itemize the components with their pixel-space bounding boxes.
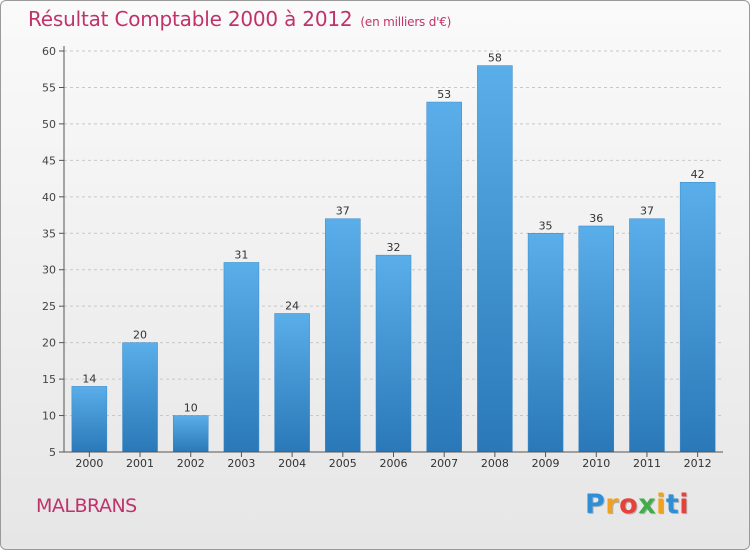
bar-value-label: 53	[437, 88, 451, 101]
y-tick-label: 45	[42, 154, 56, 167]
bar-2006	[375, 254, 412, 453]
y-tick-label: 5	[49, 446, 56, 459]
bar-2002	[172, 415, 209, 453]
bar-2008	[477, 65, 513, 453]
bar-2009	[527, 233, 564, 453]
x-tick-label: 2012	[684, 457, 712, 470]
bar-value-label: 31	[234, 248, 248, 261]
bar-2004	[274, 313, 310, 453]
bar-value-label: 36	[589, 212, 603, 225]
y-tick-label: 30	[42, 264, 56, 277]
bar-2010	[578, 225, 615, 453]
x-tick-label: 2008	[481, 457, 509, 470]
x-tick-label: 2001	[126, 457, 154, 470]
x-tick-label: 2007	[430, 457, 458, 470]
y-tick-label: 25	[42, 300, 56, 313]
bar-2000	[71, 386, 108, 453]
logo-letter: o	[619, 489, 639, 520]
y-tick-label: 35	[42, 227, 56, 240]
bar-value-label: 24	[285, 299, 299, 312]
bar-value-label: 32	[387, 241, 401, 254]
x-tick-label: 2003	[227, 457, 255, 470]
bar-value-label: 14	[82, 372, 96, 385]
x-tick-label: 2004	[278, 457, 306, 470]
logo-letter: x	[638, 489, 657, 520]
bar-2005	[325, 218, 361, 453]
logo-letter: i	[656, 489, 666, 520]
logo-letter: t	[665, 489, 680, 520]
x-tick-label: 2005	[329, 457, 357, 470]
bar-value-label: 58	[488, 52, 502, 65]
bar-value-label: 10	[184, 402, 198, 415]
y-tick-label: 60	[42, 45, 56, 58]
bar-2012	[679, 181, 716, 453]
bar-2007	[426, 101, 462, 453]
x-tick-label: 2002	[177, 457, 205, 470]
bar-value-label: 20	[133, 329, 147, 342]
bar-2003	[223, 262, 260, 453]
y-tick-label: 20	[42, 337, 56, 350]
bar-2011	[629, 218, 665, 453]
x-tick-label: 2011	[633, 457, 661, 470]
bar-value-label: 42	[691, 168, 705, 181]
title-text: Résultat Comptable 2000 à 2012	[28, 7, 353, 31]
y-tick-label: 50	[42, 118, 56, 131]
x-tick-label: 2010	[582, 457, 610, 470]
chart-title: Résultat Comptable 2000 à 2012 (en millie…	[28, 7, 451, 31]
x-tick-label: 2009	[532, 457, 560, 470]
bar-value-label: 35	[539, 219, 553, 232]
x-tick-label: 2006	[380, 457, 408, 470]
x-tick-label: 2000	[75, 457, 103, 470]
logo-letter: P	[585, 489, 606, 520]
chart-subtitle: (en milliers d'€)	[360, 15, 452, 29]
logo-letter: r	[605, 489, 620, 520]
proxiti-logo[interactable]: Proxiti	[585, 489, 689, 520]
bar-value-label: 37	[640, 205, 654, 218]
bar-value-label: 37	[336, 205, 350, 218]
logo-letter: i	[679, 489, 690, 520]
bar-2001	[122, 342, 158, 453]
y-tick-label: 15	[42, 373, 56, 386]
y-tick-label: 40	[42, 191, 56, 204]
y-tick-label: 55	[42, 81, 56, 94]
commune-name: MALBRANS	[36, 495, 137, 517]
y-tick-label: 10	[42, 410, 56, 423]
